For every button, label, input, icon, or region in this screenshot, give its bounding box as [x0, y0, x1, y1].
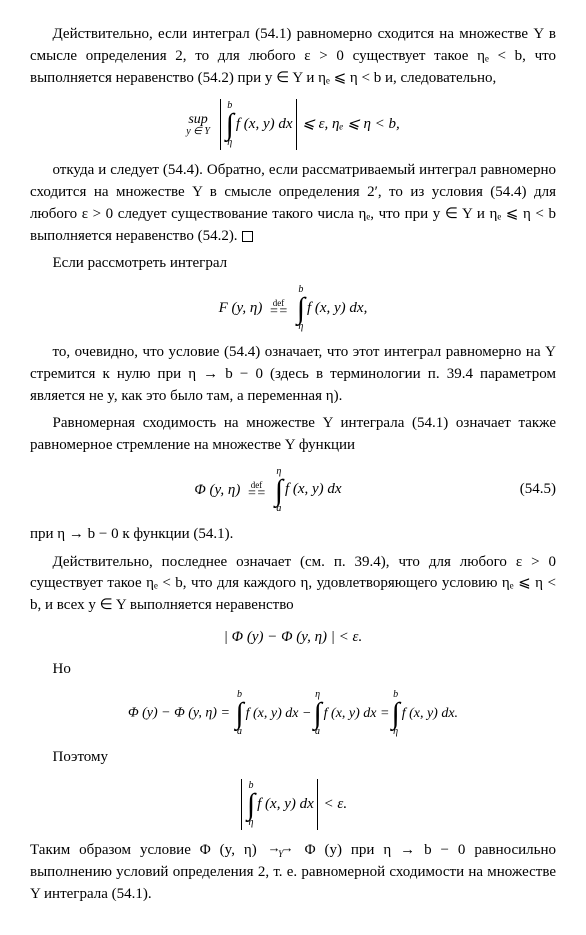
paragraph-1: Действительно, если интеграл (54.1) равн…: [30, 24, 556, 89]
int-sign-icon: ∫: [226, 111, 234, 138]
qed-icon: [242, 231, 253, 242]
integrand: f (x, y) dx =: [324, 704, 390, 724]
int-lower: a: [237, 727, 242, 737]
int-sign-icon: ∫: [391, 700, 399, 727]
eq-lhs: Φ (y, η): [194, 482, 240, 498]
def-eq-icon: ==: [247, 489, 266, 499]
paragraph-4: то, очевидно, что условие (54.4) означае…: [30, 342, 556, 407]
def-eq-icon: ==: [269, 307, 288, 317]
sup-label: sup: [188, 113, 207, 127]
equation-6: b ∫ η f (x, y) dx < ε.: [30, 779, 556, 830]
equation-1: sup y ∈ Y b ∫ η f (x, y) dx ⩽ ε, ηₑ ⩽ η …: [30, 99, 556, 150]
eq-tail: < ε.: [320, 796, 347, 812]
int-lower: η: [227, 138, 232, 148]
equation-3: Φ (y, η) def == η ∫ a f (x, y) dx (54.5): [30, 467, 556, 514]
integrand: f (x, y) dx: [285, 479, 342, 501]
integrand: f (x, y) dx: [236, 114, 293, 136]
paragraph-6: при η → b − 0 к функции (54.1).: [30, 524, 556, 546]
int-sign-icon: ∫: [247, 791, 255, 818]
paragraph-9: Поэтому: [30, 747, 556, 769]
paragraph-3: Если рассмотреть интеграл: [30, 253, 556, 275]
int-lower: η: [298, 322, 303, 332]
paragraph-2-text: откуда и следует (54.4). Обратно, если р…: [30, 162, 556, 243]
int-sign-icon: ∫: [297, 295, 305, 322]
eq-lhs: F (y, η): [219, 300, 263, 316]
paragraph-5: Равномерная сходимость на множестве Y ин…: [30, 413, 556, 457]
int-sign-icon: ∫: [275, 477, 283, 504]
eq-tail: ⩽ ε, ηₑ ⩽ η < b,: [299, 116, 400, 132]
int-lower: a: [315, 727, 320, 737]
integrand: f (x, y) dx −: [246, 704, 312, 724]
equation-number: (54.5): [506, 479, 556, 501]
paragraph-2: откуда и следует (54.4). Обратно, если р…: [30, 160, 556, 247]
paragraph-10: Таким образом условие Φ (y, η) →→ Y Φ (y…: [30, 840, 556, 905]
paragraph-8: Но: [30, 659, 556, 681]
integrand: f (x, y) dx: [257, 794, 314, 816]
equation-5: Φ (y) − Φ (y, η) = b ∫ a f (x, y) dx − η…: [30, 690, 556, 737]
paragraph-7: Действительно, последнее означает (см. п…: [30, 552, 556, 617]
eq5-lhs: Φ (y) − Φ (y, η) =: [128, 706, 233, 721]
int-lower: η: [393, 727, 398, 737]
int-lower: η: [249, 818, 254, 828]
int-sign-icon: ∫: [235, 700, 243, 727]
int-lower: a: [276, 504, 281, 514]
int-sign-icon: ∫: [313, 700, 321, 727]
equation-2: F (y, η) def == b ∫ η f (x, y) dx,: [30, 285, 556, 332]
p10-part-a: Таким образом условие Φ (y, η): [30, 842, 257, 858]
integrand: f (x, y) dx,: [307, 298, 367, 320]
sup-range: y ∈ Y: [186, 127, 210, 137]
arrow-sub: Y: [278, 852, 283, 857]
equation-4: | Φ (y) − Φ (y, η) | < ε.: [30, 627, 556, 649]
integrand: f (x, y) dx.: [402, 704, 458, 724]
